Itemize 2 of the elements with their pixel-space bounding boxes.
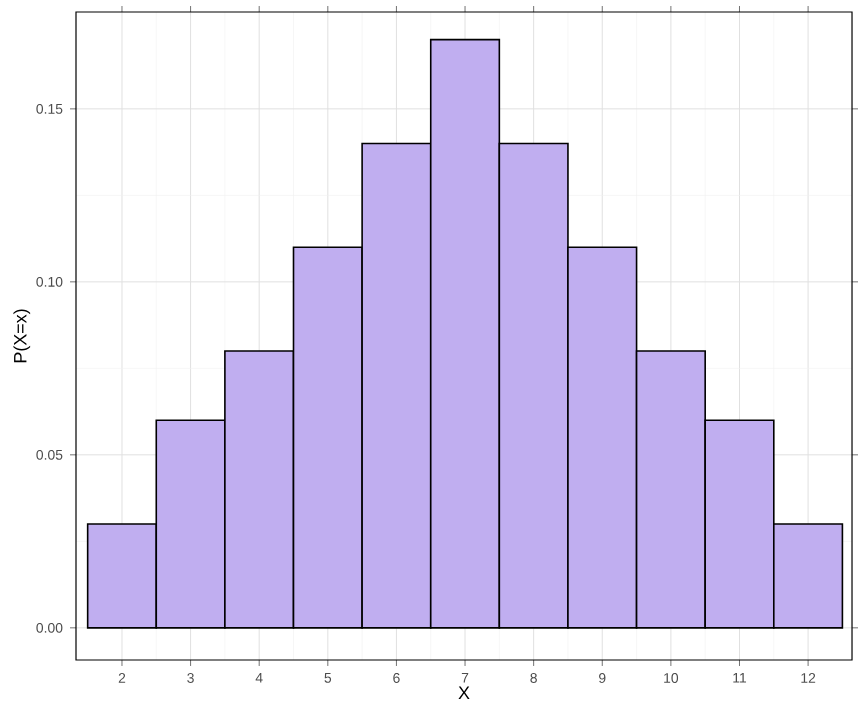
x-axis-title: X <box>458 686 470 699</box>
y-axis-title: P(X=x) <box>13 309 31 363</box>
